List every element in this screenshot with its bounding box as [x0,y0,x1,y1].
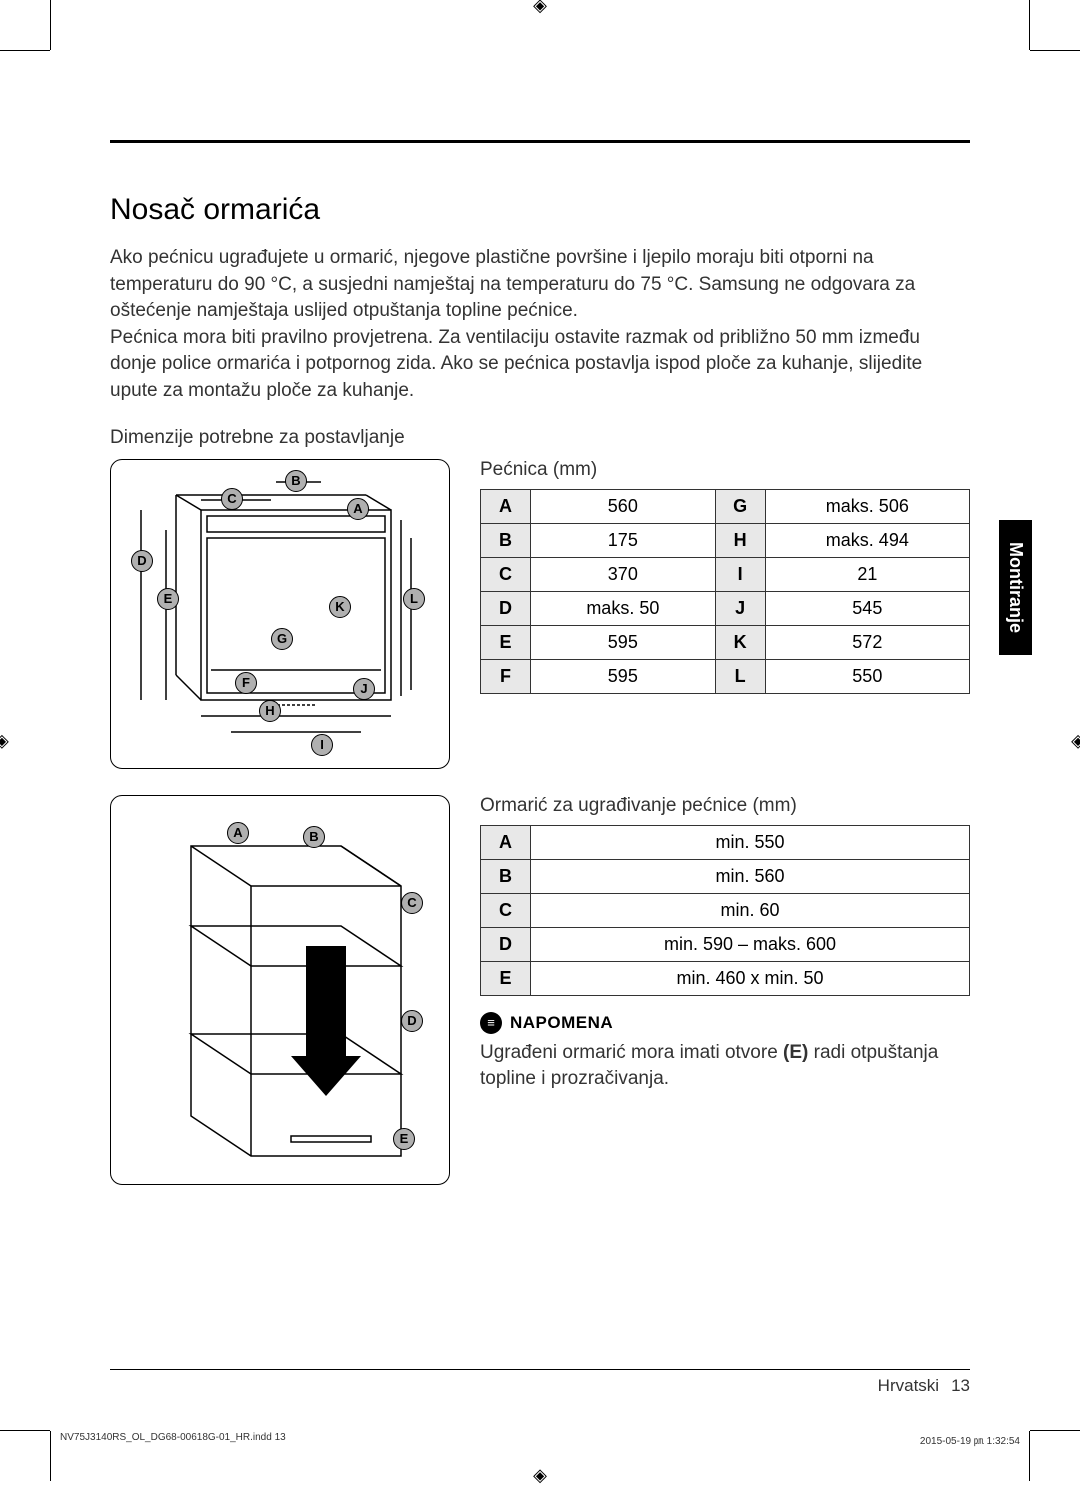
footer-page-number: 13 [951,1376,970,1396]
callout2-d: D [401,1010,423,1032]
callout-b: B [285,470,307,492]
callout-j: J [353,678,375,700]
print-meta-footer: NV75J3140RS_OL_DG68-00618G-01_HR.indd 13… [60,1432,1020,1447]
callout2-a: A [227,822,249,844]
callout-l: L [403,588,425,610]
cabinet-dimensions-table: Amin. 550 Bmin. 560 Cmin. 60 Dmin. 590 –… [480,825,970,996]
callout-g: G [271,628,293,650]
table2-caption: Ormarić za ugrađivanje pećnice (mm) [480,795,970,817]
footer-language: Hrvatski [878,1376,939,1396]
callout-c: C [221,488,243,510]
page-footer: Hrvatski 13 [110,1369,970,1396]
note-label: NAPOMENA [510,1013,613,1033]
callout-a: A [347,498,369,520]
intro-text: Ako pećnicu ugrađujete u ormarić, njegov… [110,245,970,405]
section-rule [110,140,970,143]
note-text: Ugrađeni ormarić mora imati otvore (E) r… [480,1040,970,1093]
oven-diagram: A B C D E F G H I J K L [110,459,450,769]
oven-dimensions-table: A560Gmaks. 506 B175Hmaks. 494 C370I21 Dm… [480,489,970,694]
callout-h: H [259,700,281,722]
page-title: Nosač ormarića [110,193,970,227]
callout-k: K [329,596,351,618]
dimensions-heading: Dimenzije potrebne za postavljanje [110,427,970,449]
print-file-name: NV75J3140RS_OL_DG68-00618G-01_HR.indd 13 [60,1432,286,1447]
callout2-b: B [303,826,325,848]
callout2-e: E [393,1128,415,1150]
note-icon: ≡ [480,1012,502,1034]
callout2-c: C [401,892,423,914]
register-mark-icon: ◈ [1071,730,1080,751]
callout-f: F [235,672,257,694]
section-tab: Montiranje [999,520,1032,655]
register-mark-icon: ◈ [0,730,9,751]
table1-caption: Pećnica (mm) [480,459,970,481]
callout-i: I [311,734,333,756]
callout-d: D [131,550,153,572]
register-mark-icon: ◈ [533,0,547,16]
callout-e: E [157,588,179,610]
print-timestamp: 2015-05-19 ㏘ 1:32:54 [920,1432,1020,1447]
cabinet-diagram: A B C D E [110,795,450,1185]
register-mark-icon: ◈ [533,1465,547,1486]
